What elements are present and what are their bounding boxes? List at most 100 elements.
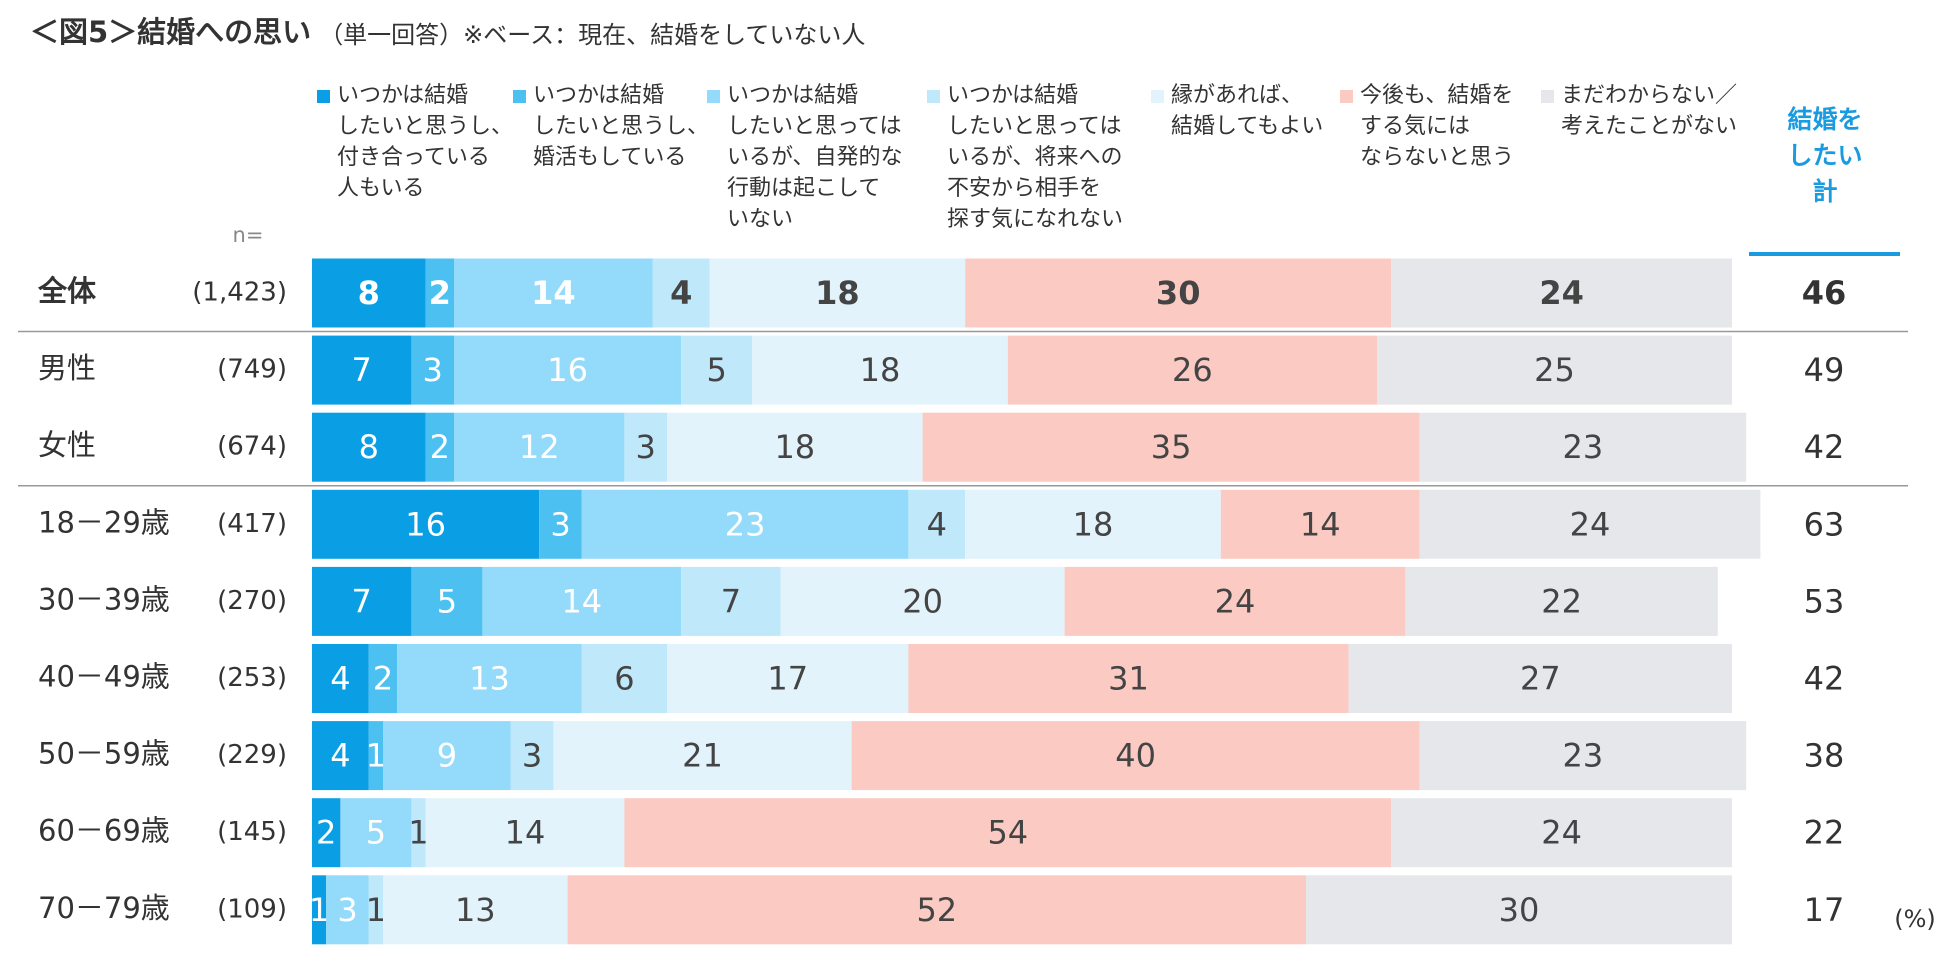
value-label: 14 (561, 582, 602, 620)
bar-segment (383, 875, 568, 945)
value-label: 18 (1073, 505, 1114, 543)
value-label: 5 (366, 814, 386, 852)
legend-entry: まだわからない／ 考えたことがない (1541, 80, 1738, 142)
value-label: 2 (429, 274, 451, 312)
total-label: 49 (1804, 351, 1845, 389)
value-label: 18 (860, 351, 901, 389)
n-label: (417) (217, 509, 287, 539)
value-label: 18 (774, 428, 815, 466)
value-label: 7 (352, 351, 372, 389)
value-label: 30 (1499, 891, 1540, 929)
n-header: n= (233, 223, 264, 247)
row-label: 男性 (38, 351, 96, 385)
value-label: 3 (337, 891, 357, 929)
value-label: 25 (1534, 351, 1575, 389)
n-label: (270) (217, 586, 287, 616)
bar-segment (411, 566, 483, 636)
value-label: 20 (902, 582, 943, 620)
legend-entry: いつかは結婚 したいと思っては いるが、自発的な 行動は起こして いない (707, 80, 903, 235)
bar-segment (652, 258, 710, 328)
row-label: 70－79歳 (38, 891, 170, 925)
bar-segment (624, 798, 1392, 868)
row-label: 60－69歳 (38, 814, 170, 848)
value-label: 1 (309, 891, 329, 929)
bar-segment (581, 644, 667, 713)
value-label: 3 (522, 737, 542, 775)
bar-segment (340, 798, 412, 868)
bar-segment (368, 644, 398, 713)
value-label: 40 (1115, 737, 1156, 775)
total-label: 38 (1804, 737, 1845, 775)
value-label: 5 (707, 351, 727, 389)
bar-segment (454, 335, 682, 405)
n-label: (674) (217, 432, 287, 462)
bar-segment (454, 412, 625, 482)
value-label: 4 (330, 660, 350, 698)
bar-segment (482, 566, 682, 636)
legend-swatch (1541, 90, 1554, 103)
value-label: 12 (519, 428, 560, 466)
n-label: (229) (217, 740, 287, 770)
value-label: 27 (1520, 660, 1561, 698)
value-label: 13 (469, 660, 510, 698)
value-label: 31 (1108, 660, 1149, 698)
value-label: 14 (505, 814, 546, 852)
bar-segment (581, 489, 909, 559)
total-label: 17 (1804, 891, 1845, 929)
bar-segment (425, 798, 625, 868)
total-label: 42 (1804, 428, 1845, 466)
legend-swatch (513, 90, 526, 103)
bar-segment (965, 258, 1392, 328)
value-label: 4 (670, 274, 692, 312)
bar-segment (667, 412, 923, 482)
bar-segment (1391, 798, 1732, 868)
total-header: 結婚を したい 計 (1787, 105, 1863, 206)
bar-segment (312, 721, 369, 791)
row-label: 40－49歳 (38, 660, 170, 694)
value-label: 35 (1151, 428, 1192, 466)
unit-label: (%) (1894, 905, 1936, 933)
row-label: 全体 (37, 274, 97, 308)
value-label: 24 (1541, 814, 1582, 852)
value-label: 4 (927, 505, 947, 543)
bar-segment (510, 721, 554, 791)
value-label: 54 (987, 814, 1028, 852)
bar-segment (312, 875, 327, 945)
value-label: 24 (1539, 274, 1584, 312)
bar-segment (1419, 412, 1747, 482)
bar-segment (312, 566, 412, 636)
value-label: 1 (366, 891, 386, 929)
bar-segment (908, 644, 1349, 713)
value-label: 30 (1156, 274, 1201, 312)
bar-segment (397, 644, 582, 713)
bar-segment (1064, 566, 1406, 636)
value-label: 2 (430, 428, 450, 466)
bar-segment (411, 798, 426, 868)
value-label: 17 (767, 660, 808, 698)
chart-subtitle: （単一回答）※ベース：現在、結婚をしていない人 (319, 21, 865, 49)
bar-segment (312, 644, 369, 713)
legend-label: 縁があれば、 結婚してもよい (1171, 83, 1324, 139)
legend-swatch (927, 90, 940, 103)
bar-segment (681, 335, 753, 405)
legend-swatch (707, 90, 720, 103)
legend-entry: 縁があれば、 結婚してもよい (1151, 80, 1324, 142)
bar-segment (681, 566, 781, 636)
bar-segment (624, 412, 667, 482)
legend-entry: いつかは結婚 したいと思うし、 付き合っている 人もいる (317, 80, 513, 204)
value-label: 24 (1570, 505, 1611, 543)
value-label: 3 (636, 428, 656, 466)
value-label: 14 (1300, 505, 1341, 543)
legend-entry: いつかは結婚 したいと思うし、 婚活もしている (513, 80, 709, 173)
value-label: 3 (423, 351, 443, 389)
legend-label: まだわからない／ 考えたことがない (1561, 83, 1738, 139)
value-label: 1 (366, 737, 386, 775)
total-label: 46 (1802, 274, 1847, 312)
bar-segment (454, 258, 653, 328)
value-label: 4 (330, 737, 350, 775)
bar-segment (780, 566, 1065, 636)
legend-swatch (317, 90, 330, 103)
bar-segment (1306, 875, 1732, 945)
bar-segment (908, 489, 966, 559)
